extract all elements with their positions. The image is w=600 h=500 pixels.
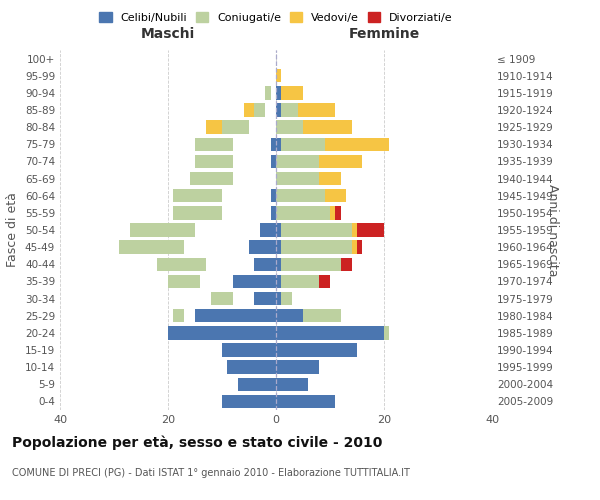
Bar (276, 154, 319, 168)
Bar (276, 189, 325, 202)
Bar (281, 274, 319, 288)
Bar (222, 344, 276, 356)
Bar (352, 240, 357, 254)
Bar (276, 240, 281, 254)
Bar (319, 274, 330, 288)
Bar (222, 120, 249, 134)
Bar (233, 274, 276, 288)
Bar (244, 104, 254, 117)
Bar (190, 206, 206, 220)
Bar (276, 394, 335, 408)
Bar (281, 224, 352, 236)
Text: Popolazione per età, sesso e stato civile - 2010: Popolazione per età, sesso e stato civil… (12, 435, 382, 450)
Bar (190, 172, 233, 186)
Bar (276, 104, 281, 117)
Legend: Celibi/Nubili, Coniugati/e, Vedovi/e, Divorziati/e: Celibi/Nubili, Coniugati/e, Vedovi/e, Di… (95, 8, 457, 28)
Bar (157, 258, 206, 271)
Bar (325, 138, 389, 151)
Bar (276, 274, 281, 288)
Bar (190, 274, 195, 288)
Bar (281, 86, 303, 100)
Bar (281, 138, 325, 151)
Bar (206, 120, 227, 134)
Bar (276, 69, 281, 82)
Bar (330, 206, 335, 220)
Bar (357, 240, 362, 254)
Bar (200, 138, 217, 151)
Bar (211, 189, 217, 202)
Bar (281, 104, 298, 117)
Bar (195, 309, 276, 322)
Bar (276, 378, 308, 391)
Bar (325, 189, 346, 202)
Bar (276, 86, 281, 100)
Bar (260, 224, 276, 236)
Bar (276, 138, 281, 151)
Text: Femmine: Femmine (349, 26, 419, 40)
Bar (271, 138, 276, 151)
Bar (276, 292, 281, 306)
Bar (265, 86, 271, 100)
Bar (195, 154, 233, 168)
Bar (211, 154, 222, 168)
Bar (276, 326, 384, 340)
Bar (222, 292, 227, 306)
Bar (173, 206, 222, 220)
Y-axis label: Fasce di età: Fasce di età (7, 192, 19, 268)
Bar (271, 206, 276, 220)
Bar (173, 309, 184, 322)
Text: COMUNE DI PRECI (PG) - Dati ISTAT 1° gennaio 2010 - Elaborazione TUTTITALIA.IT: COMUNE DI PRECI (PG) - Dati ISTAT 1° gen… (12, 468, 410, 477)
Bar (254, 258, 276, 271)
Bar (319, 172, 341, 186)
Bar (227, 360, 276, 374)
Text: Maschi: Maschi (141, 26, 195, 40)
Bar (281, 292, 292, 306)
Bar (298, 104, 335, 117)
Bar (281, 240, 352, 254)
Bar (276, 344, 357, 356)
Bar (163, 240, 173, 254)
Bar (168, 224, 179, 236)
Bar (168, 274, 200, 288)
Bar (222, 394, 276, 408)
Bar (276, 172, 319, 186)
Bar (303, 309, 341, 322)
Bar (357, 224, 384, 236)
Bar (271, 189, 276, 202)
Y-axis label: Anni di nascita: Anni di nascita (546, 184, 559, 276)
Bar (276, 360, 319, 374)
Bar (341, 258, 352, 271)
Bar (335, 206, 341, 220)
Bar (195, 138, 233, 151)
Bar (249, 240, 276, 254)
Bar (271, 154, 276, 168)
Bar (211, 292, 233, 306)
Bar (238, 378, 276, 391)
Bar (173, 189, 222, 202)
Bar (254, 104, 265, 117)
Bar (384, 326, 389, 340)
Bar (319, 154, 362, 168)
Bar (184, 224, 190, 236)
Bar (352, 224, 357, 236)
Bar (254, 292, 276, 306)
Bar (276, 309, 303, 322)
Bar (276, 258, 281, 271)
Bar (281, 258, 341, 271)
Bar (276, 224, 281, 236)
Bar (276, 206, 330, 220)
Bar (173, 309, 179, 322)
Bar (168, 326, 276, 340)
Bar (303, 120, 352, 134)
Bar (119, 240, 184, 254)
Bar (130, 224, 195, 236)
Bar (276, 120, 303, 134)
